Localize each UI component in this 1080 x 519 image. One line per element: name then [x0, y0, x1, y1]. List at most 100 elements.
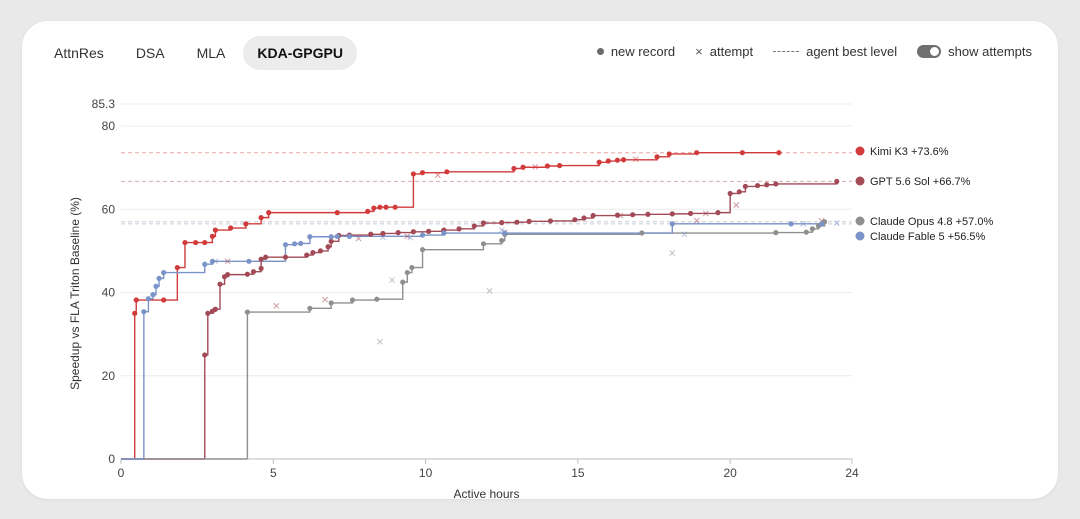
attempt-marker-stroke: [498, 227, 505, 234]
attempt-marker-stroke: [733, 202, 740, 209]
record-point: [818, 221, 825, 227]
record-point: [614, 212, 621, 218]
series-step-line: [204, 181, 838, 459]
record-point: [426, 228, 432, 234]
record-point: [511, 165, 517, 172]
record-point: [395, 229, 401, 236]
record-point: [383, 204, 389, 210]
attempt-marker: [322, 296, 329, 303]
record-point: [544, 163, 551, 169]
attempt-marker-stroke: [486, 287, 493, 294]
y-axis-label: Speedup vs FLA Triton Baseline (%): [68, 197, 82, 390]
record-point: [736, 189, 742, 195]
record-point: [630, 212, 636, 218]
record-point: [202, 239, 208, 246]
chart-card: AttnRes DSA MLA KDA-GPGPU new record × a…: [22, 21, 1058, 499]
record-point: [258, 215, 264, 221]
attempt-marker-stroke: [669, 250, 676, 256]
record-point: [441, 230, 447, 236]
record-point: [605, 158, 611, 164]
attempt-marker-stroke: [532, 163, 539, 170]
record-point: [404, 269, 410, 276]
tab-kda-gpgpu[interactable]: KDA-GPGPU: [243, 36, 357, 70]
speedup-chart: 0 20 40 60 80 85.3 0 5 10 15 20 24 Active hours Speed…: [68, 97, 993, 499]
legend-attempt-label: attempt: [709, 44, 754, 59]
tab-dsa[interactable]: DSA: [135, 45, 165, 61]
record-point: [514, 219, 520, 225]
record-point: [773, 181, 779, 187]
record-point: [217, 281, 223, 287]
record-point: [161, 269, 167, 276]
record-point: [371, 205, 377, 211]
record-point: [834, 178, 840, 185]
record-point: [258, 256, 264, 262]
record-point: [244, 271, 251, 277]
record-point: [349, 297, 356, 303]
y-tick-label: 0: [108, 452, 115, 466]
dashed-line-icon: [773, 51, 800, 52]
attempt-marker-stroke: [632, 156, 639, 163]
record-point: [150, 292, 156, 298]
series-label-dot: [855, 176, 865, 186]
attempt-marker: [273, 302, 280, 309]
record-point: [368, 231, 374, 237]
record-point: [669, 221, 675, 227]
series-label-dot: [855, 231, 865, 241]
record-point: [419, 170, 426, 176]
series-end-label: GPT 5.6 Sol +66.7%: [870, 176, 971, 188]
attempt-marker: [681, 231, 688, 238]
attempt-marker: [486, 287, 493, 294]
record-point: [639, 230, 645, 236]
attempt-marker: [389, 277, 396, 283]
record-point: [156, 275, 162, 281]
record-point: [444, 169, 450, 175]
record-point: [471, 223, 477, 229]
record-point: [182, 239, 188, 246]
record-point: [205, 310, 211, 316]
series-label-dot: [855, 216, 865, 226]
attempt-marker: [434, 172, 441, 179]
record-point: [307, 305, 313, 311]
attempt-marker-stroke: [407, 234, 414, 241]
record-point: [310, 249, 316, 256]
record-point: [209, 258, 215, 264]
attempt-marker: [693, 217, 700, 224]
attempt-marker: [376, 338, 383, 345]
record-point: [742, 183, 748, 190]
record-point: [298, 240, 304, 247]
tab-mla[interactable]: MLA: [196, 45, 226, 61]
record-point: [377, 204, 383, 210]
attempt-marker: [407, 234, 414, 241]
tab-attnres[interactable]: AttnRes: [54, 45, 104, 61]
attempt-marker: [224, 258, 231, 265]
attempt-marker-stroke: [434, 172, 441, 179]
record-point: [620, 157, 627, 163]
legend-new-record-label: new record: [610, 44, 676, 59]
attempt-marker-stroke: [800, 220, 807, 227]
record-point: [499, 220, 505, 226]
record-point: [133, 297, 139, 303]
record-point: [715, 210, 721, 216]
attempt-marker: [702, 210, 709, 217]
benchmark-tabs: AttnRes DSA MLA KDA-GPGPU: [40, 36, 357, 70]
attempt-marker-stroke: [833, 220, 840, 226]
x-tick-label: 24: [845, 466, 859, 480]
attempt-marker: [733, 202, 740, 209]
show-attempts-toggle[interactable]: [917, 45, 942, 58]
attempt-marker-stroke: [702, 210, 709, 217]
attempt-marker-stroke: [322, 296, 329, 303]
legend-new-record: new record: [596, 44, 676, 59]
record-point: [145, 296, 152, 302]
record-point: [132, 310, 138, 316]
record-point: [292, 241, 298, 247]
attempt-marker: [355, 235, 362, 242]
record-point: [809, 226, 816, 232]
record-point: [776, 150, 782, 156]
record-point: [410, 171, 416, 177]
attempt-marker-stroke: [224, 258, 231, 265]
record-point: [174, 264, 180, 271]
attempt-marker: [669, 250, 676, 256]
record-point: [317, 248, 324, 254]
record-point: [193, 239, 199, 246]
show-attempts-control[interactable]: show attempts: [917, 44, 1032, 59]
